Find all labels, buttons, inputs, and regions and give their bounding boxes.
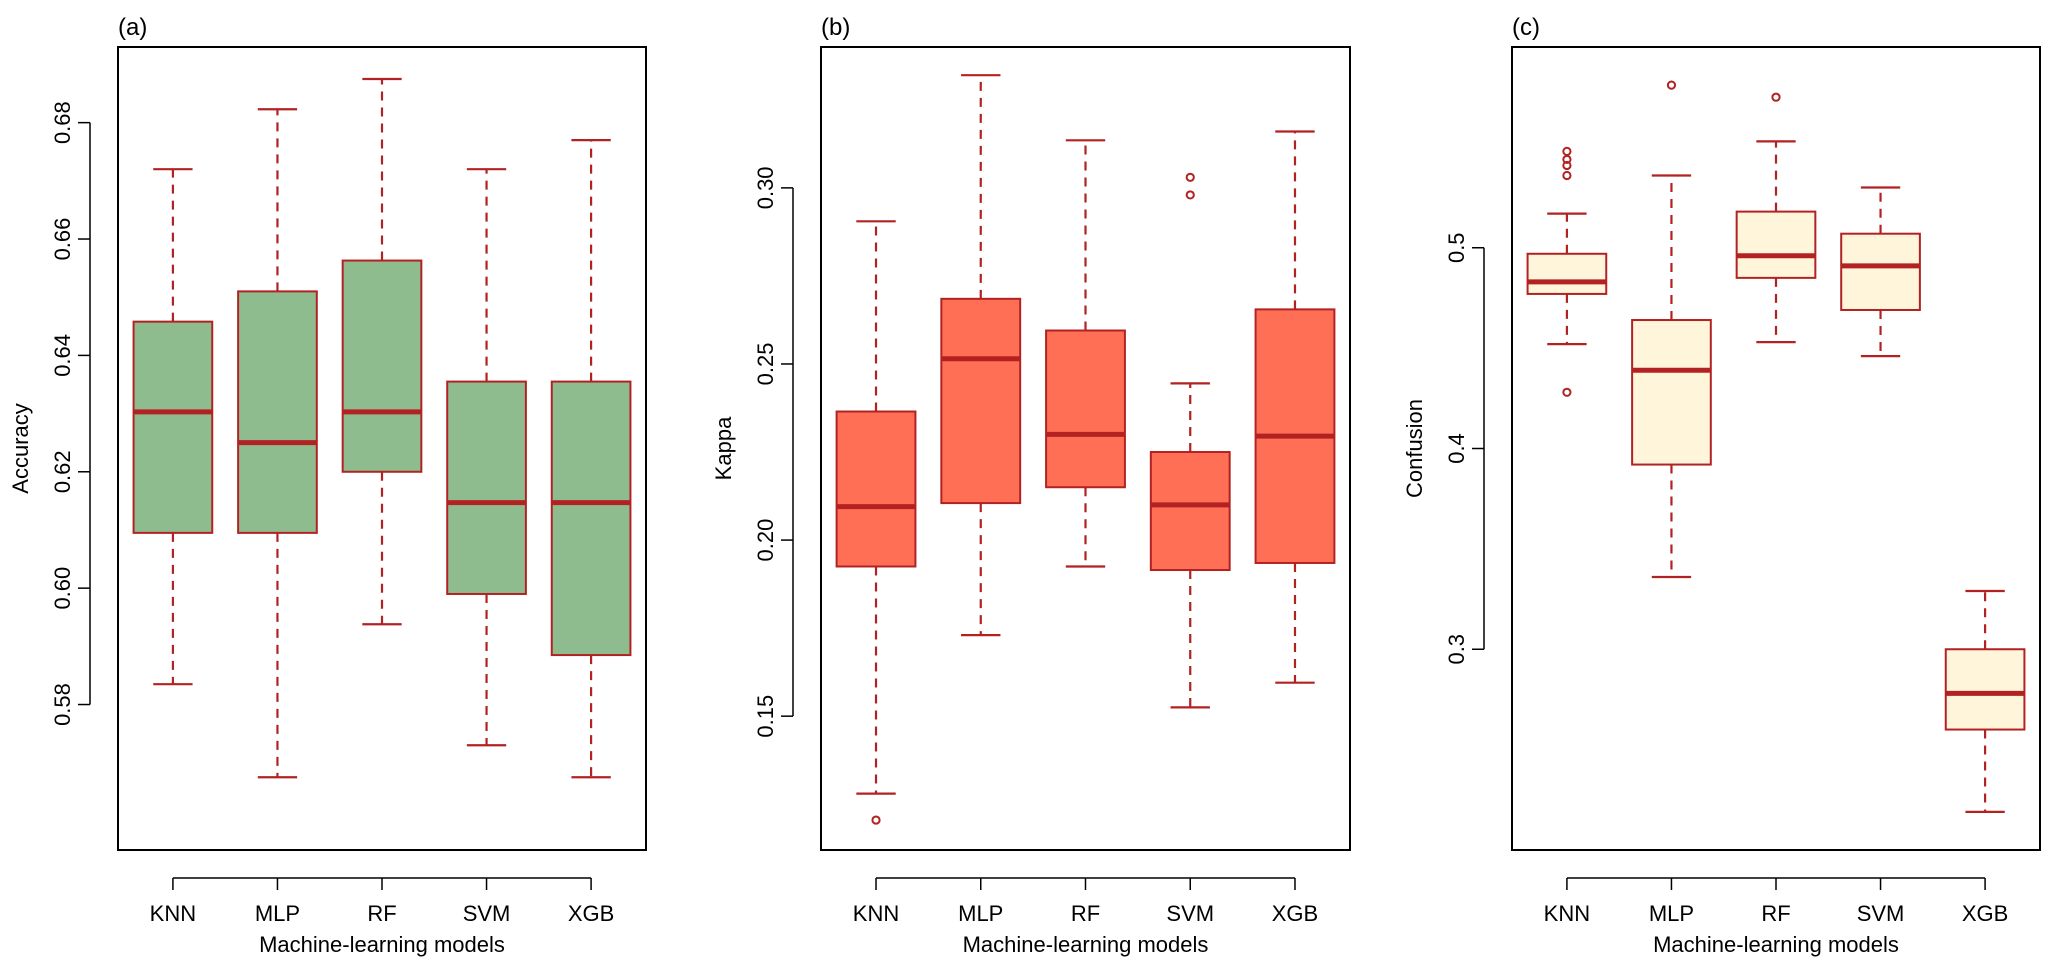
y-tick-label: 0.64 xyxy=(50,334,75,377)
y-tick-label: 0.68 xyxy=(50,101,75,144)
outlier-point xyxy=(1185,190,1195,200)
outlier-point xyxy=(1666,80,1677,90)
iqr-box xyxy=(1526,252,1608,295)
iqr-box xyxy=(550,380,632,657)
x-axis-title: Machine-learning models xyxy=(963,932,1209,957)
x-tick-label: RF xyxy=(1071,901,1100,926)
x-tick-label: XGB xyxy=(1272,901,1318,926)
iqr-box xyxy=(1944,648,2026,731)
panel-b: (b) 0.15 0.20 0.25 0.30 Kappa KNN MLP RF SVM XGB Ma… xyxy=(711,14,1351,957)
box-rf xyxy=(341,77,423,626)
y-axis-title: Kappa xyxy=(711,416,736,480)
iqr-box xyxy=(1631,319,1712,466)
x-tick-label: XGB xyxy=(1962,901,2008,926)
iqr-box xyxy=(1840,232,1921,311)
x-tick-label: SVM xyxy=(463,901,511,926)
y-tick-label: 0.60 xyxy=(50,567,75,610)
box-knn xyxy=(835,220,917,825)
x-tick-label: XGB xyxy=(568,901,614,926)
iqr-box xyxy=(132,320,214,534)
box-knn xyxy=(132,168,214,686)
box-svm xyxy=(446,168,527,747)
iqr-box xyxy=(341,259,423,473)
iqr-box xyxy=(835,410,917,568)
y-tick-label: 0.4 xyxy=(1444,433,1469,464)
iqr-box xyxy=(446,380,527,595)
panel-c: (c) 0.3 0.4 0.5 Confusion KNN MLP RF SVM XGB Machi… xyxy=(1402,14,2041,957)
box-xgb xyxy=(550,139,632,779)
plot-frame xyxy=(820,46,1351,851)
box-mlp xyxy=(1631,80,1712,579)
panel-a: (a) 0.58 0.60 0.62 0.64 0.66 0.68 Accuracy KNN ML… xyxy=(8,14,647,957)
iqr-box xyxy=(1045,329,1126,489)
box-mlp xyxy=(940,74,1022,637)
y-tick-label: 0.15 xyxy=(753,695,778,738)
x-tick-label: MLP xyxy=(1649,901,1694,926)
box-mlp xyxy=(237,108,318,779)
y-tick-label: 0.62 xyxy=(50,450,75,493)
y-tick-label: 0.66 xyxy=(50,218,75,261)
y-axis-title: Confusion xyxy=(1402,399,1427,498)
x-tick-label: KNN xyxy=(1544,901,1590,926)
x-tick-label: KNN xyxy=(853,901,899,926)
x-axis-title: Machine-learning models xyxy=(259,932,505,957)
x-tick-label: SVM xyxy=(1166,901,1214,926)
iqr-box xyxy=(1149,451,1231,572)
outlier-point xyxy=(1562,387,1572,397)
outlier-point xyxy=(1185,172,1195,182)
panel-label: (a) xyxy=(118,14,147,41)
box-xgb xyxy=(1944,589,2026,813)
plot-frame xyxy=(117,46,647,851)
plot-frame xyxy=(1511,46,2041,851)
box-rf xyxy=(1735,92,1817,344)
iqr-box xyxy=(940,297,1022,505)
y-tick-label: 0.25 xyxy=(753,343,778,386)
outlier-point xyxy=(1562,146,1572,156)
outlier-point xyxy=(1562,170,1572,181)
x-tick-label: MLP xyxy=(958,901,1003,926)
y-axis-title: Accuracy xyxy=(8,403,33,493)
x-tick-label: RF xyxy=(367,901,396,926)
y-tick-label: 0.3 xyxy=(1444,634,1469,665)
x-tick-label: SVM xyxy=(1857,901,1905,926)
outlier-point xyxy=(871,815,881,825)
x-tick-label: KNN xyxy=(150,901,196,926)
y-tick-label: 0.58 xyxy=(50,683,75,726)
y-tick-label: 0.30 xyxy=(753,166,778,209)
x-tick-label: RF xyxy=(1761,901,1790,926)
iqr-box xyxy=(1735,210,1817,279)
outlier-point xyxy=(1771,92,1781,102)
y-tick-label: 0.5 xyxy=(1444,232,1469,263)
x-axis-title: Machine-learning models xyxy=(1653,932,1899,957)
box-svm xyxy=(1840,186,1921,358)
iqr-box xyxy=(237,290,318,534)
y-tick-label: 0.20 xyxy=(753,519,778,562)
panel-label: (c) xyxy=(1512,14,1540,41)
x-tick-label: MLP xyxy=(255,901,300,926)
box-rf xyxy=(1045,139,1126,568)
outlier-point xyxy=(1562,160,1572,171)
box-svm xyxy=(1149,172,1231,709)
box-xgb xyxy=(1254,130,1336,684)
panel-label: (b) xyxy=(821,14,850,41)
box-knn xyxy=(1526,146,1608,397)
